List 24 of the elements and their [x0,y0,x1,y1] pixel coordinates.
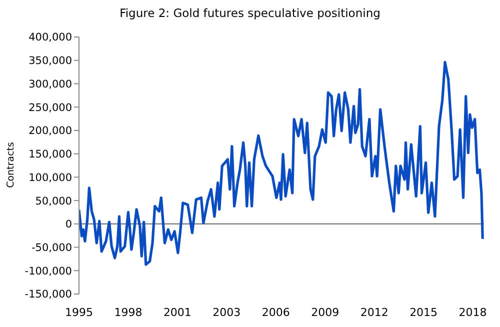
x-tick-label: 2001 [163,306,192,319]
chart-title: Figure 2: Gold futures speculative positioning [118,6,382,20]
y-tick-label: -100,000 [24,265,72,278]
y-tick-label: 100,000 [28,172,72,184]
y-tick-label: 400,000 [28,32,72,44]
y-tick-label: -50,000 [31,242,72,254]
x-tick-label: 2009 [311,306,340,319]
x-tick-label: 1998 [114,306,142,319]
x-tick-label: 2015 [410,306,438,319]
y-tick-label: 150,000 [28,148,72,161]
x-tick-label: 2012 [360,306,388,319]
y-axis-title: Contracts [6,142,16,188]
x-tick-label: 2006 [262,306,290,319]
y-tick-label: 350,000 [28,55,72,68]
y-tick-label: 0 [65,218,72,231]
x-tick-label: 1995 [65,306,93,319]
y-tick-label: 250,000 [28,102,72,114]
y-tick-label: 50,000 [35,195,72,208]
y-tick-label: -150,000 [24,288,72,301]
y-tick-label: 200,000 [28,125,72,138]
x-tick-label: 2018 [458,306,487,319]
y-tick-label: 300,000 [28,78,72,90]
x-tick-label: 2003 [212,306,241,319]
line-series [79,60,484,266]
